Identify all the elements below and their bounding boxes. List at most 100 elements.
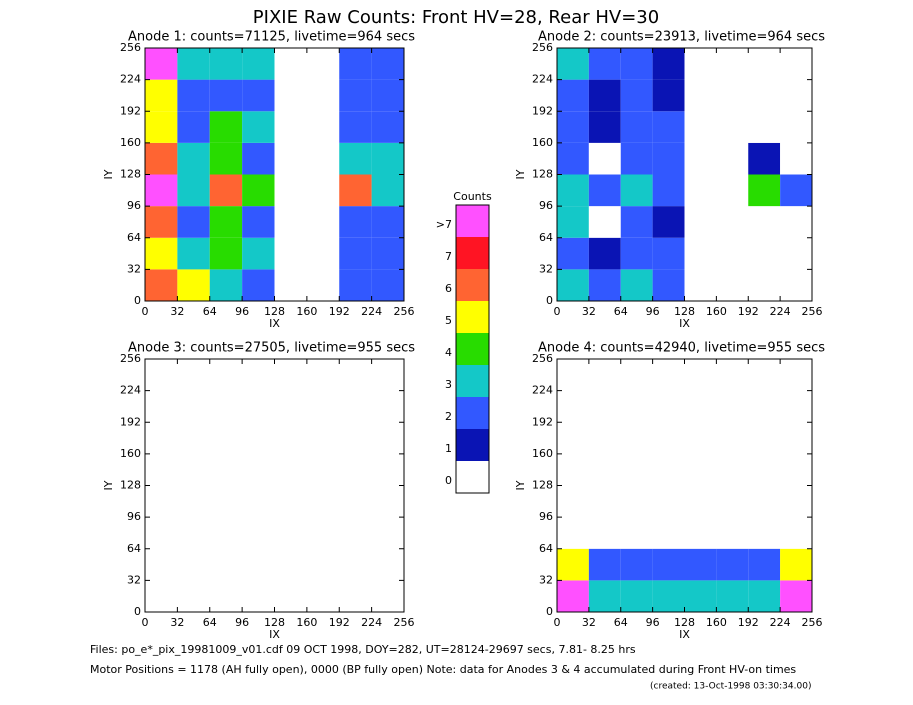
panel-title: Anode 1: counts=71125, livetime=964 secs — [128, 30, 415, 45]
footer-files: Files: po_e*_pix_19981009_v01.cdf 09 OCT… — [90, 643, 636, 656]
heat-cell — [780, 48, 812, 80]
heat-cell — [145, 79, 178, 112]
heat-cell — [306, 79, 340, 112]
x-tick-label: 160 — [706, 616, 727, 629]
heat-cell — [716, 422, 749, 454]
heat-cell — [780, 517, 812, 549]
heat-cell — [652, 390, 685, 423]
x-tick-label: 128 — [264, 616, 285, 629]
heat-cell — [652, 422, 685, 454]
colorbar-swatch — [456, 237, 489, 269]
heat-cell — [716, 79, 749, 112]
heat-cell — [209, 422, 243, 454]
heat-cell — [306, 422, 340, 454]
heat-cell — [588, 517, 621, 549]
heat-cell — [684, 422, 717, 454]
heat-cell — [652, 237, 685, 270]
heat-cell — [780, 111, 812, 143]
y-tick-label: 224 — [120, 73, 141, 86]
heat-cell — [339, 390, 372, 423]
heat-cell — [588, 206, 621, 238]
heat-cell — [242, 269, 275, 301]
heat-cell — [371, 390, 404, 423]
heat-cell — [780, 79, 812, 112]
heat-cell — [177, 422, 210, 454]
heat-cell — [371, 453, 404, 486]
colorbar-swatch — [456, 397, 489, 429]
heat-cell — [274, 269, 307, 301]
x-tick-label: 224 — [361, 305, 382, 318]
x-tick-label: 32 — [170, 305, 184, 318]
x-tick-label: 0 — [554, 616, 561, 629]
y-tick-label: 96 — [539, 510, 553, 523]
heat-cell — [274, 390, 307, 423]
heat-cell — [306, 359, 340, 391]
x-tick-label: 160 — [296, 616, 317, 629]
heat-cell — [371, 422, 404, 454]
heat-cell — [145, 390, 178, 423]
heat-cell — [339, 142, 372, 175]
heat-cell — [716, 206, 749, 238]
heat-cell — [557, 359, 589, 391]
heat-cell — [177, 174, 210, 207]
x-tick-label: 128 — [674, 616, 695, 629]
y-tick-label: 192 — [120, 415, 141, 428]
heat-cell — [177, 48, 210, 80]
y-tick-label: 256 — [532, 352, 553, 365]
x-axis-label: IX — [679, 628, 690, 641]
heat-cell — [716, 485, 749, 518]
page-title: PIXIE Raw Counts: Front HV=28, Rear HV=3… — [253, 7, 659, 28]
y-tick-label: 192 — [120, 104, 141, 117]
heat-cell — [274, 111, 307, 143]
colorbar-swatch — [456, 301, 489, 333]
heat-cell — [748, 359, 781, 391]
heat-cell — [557, 79, 589, 112]
y-tick-label: 128 — [532, 168, 553, 181]
heat-cell — [145, 48, 178, 80]
heat-cell — [209, 237, 243, 270]
heat-cell — [306, 48, 340, 80]
heat-cell — [557, 422, 589, 454]
heat-cell — [371, 517, 404, 549]
heat-cell — [588, 111, 621, 143]
heat-cell — [145, 453, 178, 486]
y-tick-label: 32 — [127, 573, 141, 586]
heat-cell — [716, 359, 749, 391]
heat-cell — [339, 174, 372, 207]
heat-cell — [780, 206, 812, 238]
y-tick-label: 160 — [120, 447, 141, 460]
heat-cell — [620, 142, 653, 175]
heat-cell — [339, 206, 372, 238]
x-tick-label: 256 — [394, 305, 415, 318]
heat-cell — [242, 422, 275, 454]
heat-cell — [557, 390, 589, 423]
x-axis-label: IX — [269, 317, 280, 330]
heat-cell — [748, 422, 781, 454]
heat-cell — [306, 548, 340, 581]
heat-cell — [588, 580, 621, 612]
heat-cell — [780, 422, 812, 454]
heat-cell — [177, 237, 210, 270]
heat-cell — [684, 79, 717, 112]
heat-cell — [588, 174, 621, 207]
y-tick-label: 128 — [120, 168, 141, 181]
y-axis-label: IY — [102, 480, 115, 490]
x-tick-label: 256 — [802, 616, 823, 629]
heat-cell — [652, 453, 685, 486]
heat-cell — [306, 206, 340, 238]
heat-cell — [339, 422, 372, 454]
heat-cell — [177, 142, 210, 175]
heat-cell — [242, 359, 275, 391]
heat-cell — [620, 48, 653, 80]
x-tick-label: 192 — [329, 616, 350, 629]
heat-cell — [371, 237, 404, 270]
heat-cell — [652, 111, 685, 143]
y-tick-label: 96 — [127, 199, 141, 212]
x-tick-label: 192 — [738, 616, 759, 629]
heat-cell — [145, 359, 178, 391]
heat-cell — [620, 548, 653, 581]
heat-cell — [274, 485, 307, 518]
x-tick-label: 256 — [802, 305, 823, 318]
heat-cell — [748, 237, 781, 270]
heat-cell — [177, 548, 210, 581]
